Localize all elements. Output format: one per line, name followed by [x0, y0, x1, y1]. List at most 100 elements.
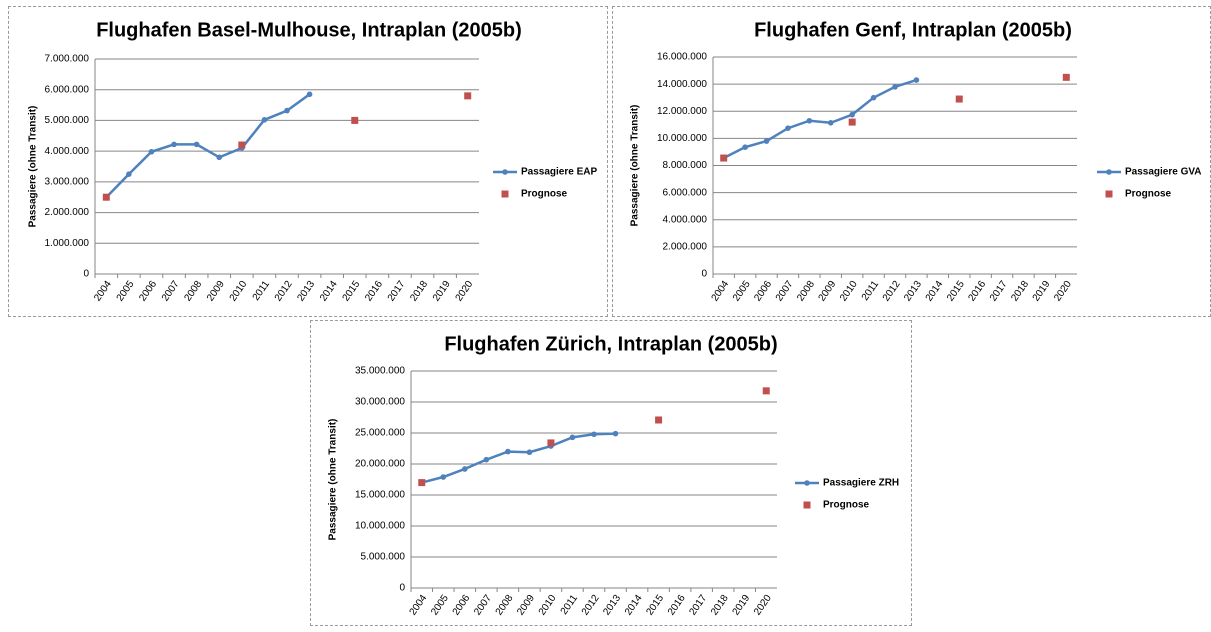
- point: [216, 154, 223, 161]
- point: [806, 117, 813, 124]
- y-tick-label: 16.000.000: [657, 52, 707, 63]
- y-tick-label: 0: [399, 583, 405, 594]
- chart-panel: Flughafen Zürich, Intraplan (2005b) Passa…: [310, 320, 912, 626]
- point: [1062, 73, 1070, 81]
- point: [913, 77, 920, 83]
- point: [848, 118, 856, 126]
- x-tick-label: 2006: [752, 279, 774, 304]
- legend-label: Prognose: [521, 189, 568, 200]
- point: [171, 141, 177, 148]
- legend-marker: [501, 190, 509, 198]
- x-tick-label: 2007: [774, 279, 796, 304]
- x-tick-label: 2006: [137, 279, 159, 304]
- x-tick-label: 2004: [408, 593, 430, 618]
- x-tick-label: 2018: [709, 593, 731, 618]
- point: [102, 193, 110, 201]
- point: [569, 434, 576, 441]
- x-tick-label: 2013: [295, 279, 317, 304]
- point: [483, 456, 490, 463]
- point: [655, 416, 663, 424]
- point: [440, 474, 447, 480]
- legend-label: Passagiere GVA: [1125, 167, 1202, 178]
- x-tick-label: 2009: [515, 593, 537, 618]
- point: [284, 107, 290, 114]
- point: [505, 448, 511, 455]
- point: [785, 125, 791, 132]
- point: [547, 439, 555, 447]
- y-tick-label: 10.000.000: [355, 521, 405, 532]
- x-tick-label: 2020: [752, 593, 774, 618]
- point: [464, 92, 472, 100]
- x-tick-label: 2005: [115, 279, 137, 304]
- x-tick-label: 2015: [945, 279, 967, 304]
- x-tick-label: 2016: [966, 279, 988, 304]
- y-tick-label: 35.000.000: [355, 366, 405, 377]
- legend-label: Passagiere EAP: [521, 167, 597, 178]
- x-tick-label: 2010: [537, 593, 559, 618]
- legend-marker: [804, 480, 810, 486]
- x-tick-label: 2004: [710, 279, 732, 304]
- chart-title: Flughafen Genf, Intraplan (2005b): [754, 19, 1072, 41]
- x-tick-label: 2004: [92, 279, 114, 304]
- x-tick-label: 2005: [731, 279, 753, 304]
- x-tick-label: 2010: [228, 279, 250, 304]
- x-tick-label: 2006: [451, 593, 473, 618]
- x-tick-label: 2018: [1009, 279, 1031, 304]
- x-tick-label: 2012: [881, 279, 903, 304]
- x-tick-label: 2020: [1052, 279, 1074, 304]
- x-tick-label: 2011: [860, 279, 882, 303]
- x-tick-label: 2019: [1031, 279, 1053, 304]
- point: [148, 148, 155, 155]
- y-tick-label: 30.000.000: [355, 397, 405, 408]
- point: [827, 119, 834, 126]
- x-tick-label: 2009: [817, 279, 839, 304]
- x-tick-label: 2015: [341, 279, 363, 304]
- y-tick-label: 4.000.000: [663, 214, 708, 225]
- x-tick-label: 2014: [924, 279, 946, 304]
- x-tick-label: 2008: [494, 593, 516, 618]
- y-tick-label: 2.000.000: [45, 207, 90, 218]
- series-line: [421, 432, 616, 484]
- point: [351, 116, 359, 124]
- y-tick-label: 14.000.000: [657, 79, 707, 90]
- y-tick-label: 6.000.000: [45, 84, 90, 95]
- y-tick-label: 5.000.000: [361, 552, 406, 563]
- chart: Flughafen Genf, Intraplan (2005b) Passagi…: [630, 19, 1202, 304]
- x-tick-label: 2020: [454, 279, 476, 304]
- point: [193, 141, 200, 148]
- chart: Flughafen Basel-Mulhouse, Intraplan (200…: [28, 19, 598, 304]
- x-tick-label: 2010: [838, 279, 860, 304]
- x-tick-label: 2015: [644, 593, 666, 618]
- y-tick-label: 6.000.000: [663, 187, 708, 198]
- point: [955, 95, 963, 103]
- point: [742, 144, 748, 150]
- x-tick-label: 2019: [431, 279, 453, 304]
- point: [126, 171, 132, 177]
- point: [892, 84, 898, 90]
- x-tick-label: 2013: [601, 593, 623, 618]
- x-tick-label: 2014: [318, 279, 340, 304]
- point: [849, 111, 855, 118]
- y-tick-label: 0: [83, 269, 89, 280]
- x-tick-label: 2011: [251, 279, 273, 303]
- x-tick-label: 2016: [666, 593, 688, 618]
- y-tick-label: 8.000.000: [663, 160, 708, 171]
- y-tick-label: 3.000.000: [45, 176, 90, 187]
- x-tick-label: 2012: [580, 593, 602, 618]
- chart-panel: Flughafen Basel-Mulhouse, Intraplan (200…: [8, 6, 608, 317]
- x-tick-label: 2019: [731, 593, 753, 618]
- y-tick-label: 20.000.000: [355, 459, 405, 470]
- x-tick-label: 2012: [273, 279, 295, 304]
- chart: Flughafen Zürich, Intraplan (2005b) Passa…: [328, 333, 900, 618]
- y-tick-label: 4.000.000: [45, 146, 90, 157]
- y-tick-label: 10.000.000: [657, 133, 707, 144]
- x-tick-label: 2014: [623, 593, 645, 618]
- x-tick-label: 2013: [902, 279, 924, 304]
- x-tick-label: 2005: [429, 593, 451, 618]
- x-tick-label: 2011: [559, 593, 581, 617]
- y-tick-label: 1.000.000: [45, 238, 90, 249]
- y-axis-label: Passagiere (ohne Transit): [28, 106, 39, 228]
- y-tick-label: 15.000.000: [355, 490, 405, 501]
- point: [612, 430, 619, 437]
